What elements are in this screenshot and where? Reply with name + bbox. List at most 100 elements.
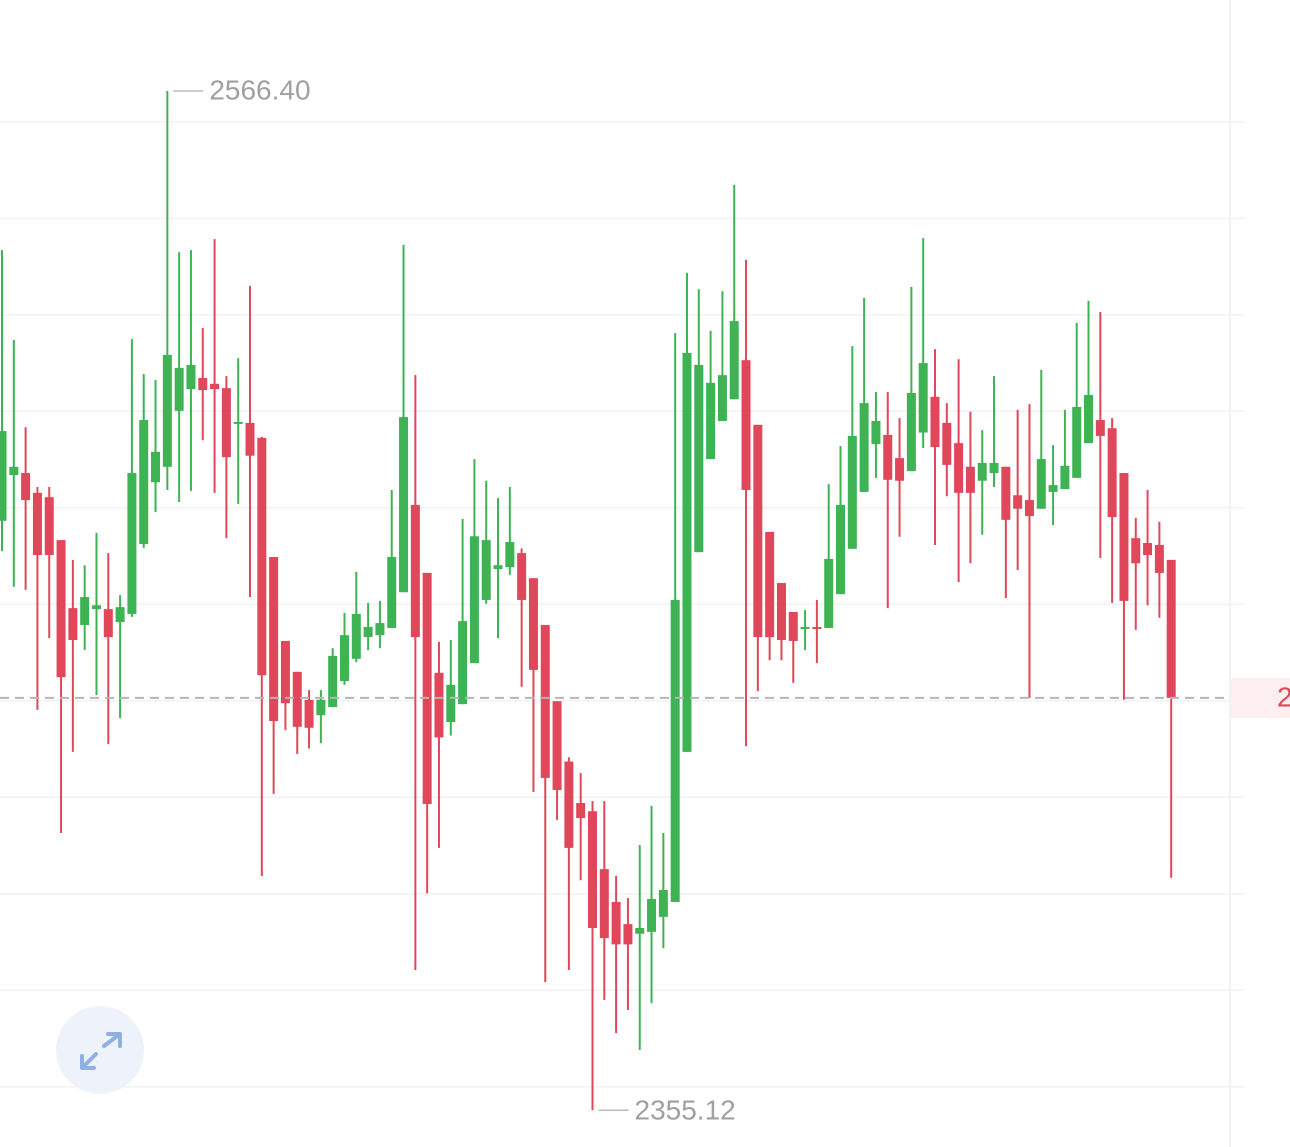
candle-body [1143,543,1153,556]
candle-body [706,382,716,460]
extreme-label: 2566.40 [209,74,310,105]
candle-body [895,458,905,481]
candle-body [871,420,881,445]
candle-body [233,421,243,424]
candle-body [458,621,468,705]
candle-body [930,396,940,448]
candle-body [989,462,999,474]
candle-body [1048,485,1058,492]
candle-body [269,557,279,722]
candle-body [552,701,562,791]
candle-body [328,655,338,708]
candle-body [210,383,220,390]
candle-body [1060,465,1070,489]
candle-body [977,462,987,481]
candle-body [21,473,31,501]
candle-body [906,392,916,472]
candle-body [800,626,810,629]
expand-button-bg [56,1006,144,1094]
candle-body [765,531,775,638]
candle-body [375,623,385,636]
candle-body [836,504,846,595]
candle-body [954,443,964,493]
candle-body [446,684,456,722]
candle-body [694,364,704,553]
candle-body [91,605,101,610]
candle-body [540,625,550,778]
candle-body [434,672,444,738]
candle-body [1084,394,1094,444]
candle-body [588,811,597,928]
candle-body [162,354,172,467]
candle-body [682,352,692,752]
candle-body [599,869,609,939]
candle-body [1036,459,1046,509]
candle-body [280,640,290,704]
candle-body [399,417,409,593]
candle-body [151,451,161,483]
candle-body [788,611,798,641]
candle-body [1166,559,1176,698]
candle-body [339,635,349,681]
candle-body [1154,544,1164,573]
candle-body [1095,419,1105,436]
candle-body [0,431,7,521]
candle-body [493,565,503,570]
candle-body [647,899,657,932]
candle-body [198,378,208,391]
candle-body [505,542,515,568]
candle-body [776,583,786,640]
candle-body [812,626,822,629]
candle-body [410,504,420,638]
candle-body [658,889,668,917]
candle-body [824,558,834,628]
candle-body [918,363,928,433]
candle-body [965,466,975,493]
candle-body [56,540,66,678]
candle-body [517,553,527,600]
candle-body [528,578,538,670]
candle-body [611,901,621,945]
candle-body [717,375,727,421]
candle-body [115,607,125,623]
candle-body [670,599,680,902]
candle-body [139,419,149,544]
candle-body [1013,495,1023,509]
candle-body [576,803,586,818]
candle-body [9,466,19,475]
candle-body [44,497,54,556]
last-price-tag [1231,677,1290,718]
candle-body [245,422,255,456]
candle-body [1072,406,1082,478]
candle-body [186,364,196,390]
candle-body [741,360,751,490]
candle-body [103,609,113,638]
candle-body [174,367,184,411]
expand-button[interactable] [56,1006,144,1094]
candle-body [387,557,397,628]
candle-body [304,699,314,728]
candle-body [942,422,952,465]
candle-body [847,435,857,549]
candle-body [422,572,432,804]
candle-body [80,597,90,626]
candle-body [1001,466,1011,520]
candle-body [292,671,302,727]
candle-body [127,473,137,614]
candle-body [883,434,893,480]
candle-body [469,536,479,664]
last-price-label: 2440.6 [1277,681,1290,712]
candle-body [68,608,78,640]
candle-body [729,321,739,400]
candle-body [1131,538,1141,564]
candle-body [221,388,231,458]
candle-body [1024,500,1034,516]
candle-body [1107,428,1117,517]
candle-body [1119,473,1129,601]
candle-body [32,492,42,556]
candle-body [753,424,763,638]
candle-body [623,924,633,945]
candle-body [257,437,267,676]
